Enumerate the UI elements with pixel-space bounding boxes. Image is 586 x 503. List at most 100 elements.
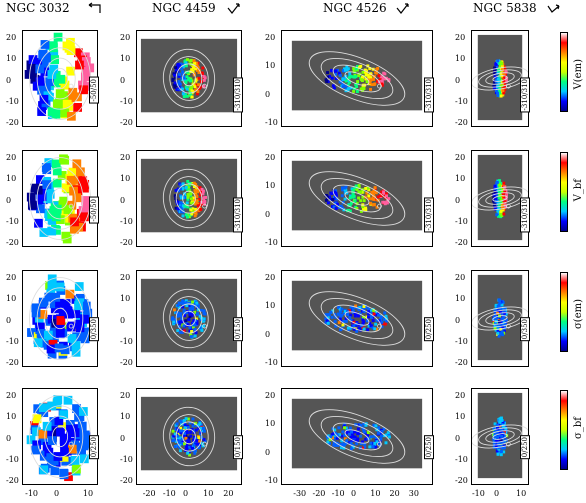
spaxel [382, 318, 386, 321]
spaxel [172, 320, 176, 324]
spaxel [501, 300, 505, 304]
spaxel [340, 434, 344, 438]
spaxel [72, 193, 82, 203]
column-title-ngc5838: NGC 5838 [473, 1, 537, 15]
spaxel [344, 185, 348, 189]
column-title-ngc4459: NGC 4459 [152, 1, 216, 15]
spaxel [174, 66, 178, 70]
spaxel [355, 90, 359, 94]
spaxel [344, 426, 348, 430]
spaxel [186, 195, 190, 199]
spaxel [382, 200, 386, 204]
spaxel [176, 434, 180, 438]
spaxel [172, 438, 176, 442]
spaxel [492, 430, 496, 434]
spaxel [495, 87, 499, 91]
spaxel [503, 190, 507, 194]
spaxel [498, 179, 501, 183]
colour-bar [560, 32, 568, 112]
y-tick-label: -20 [6, 476, 19, 485]
y-tick-label: 20 [265, 273, 276, 282]
spaxel [173, 81, 177, 85]
spaxel [374, 445, 378, 449]
isophote-contour [51, 425, 69, 448]
spaxel [191, 305, 195, 309]
spaxel [181, 70, 185, 74]
spaxel [357, 308, 361, 312]
spaxel [372, 312, 376, 316]
spaxel [372, 308, 376, 312]
spaxel [189, 335, 193, 339]
spaxel [202, 324, 206, 328]
spaxel [182, 95, 186, 99]
y-tick-label: -20 [6, 118, 19, 127]
spaxel [176, 311, 180, 315]
spaxel [494, 89, 498, 93]
spaxel [81, 441, 91, 451]
map-panel [136, 270, 242, 367]
spaxel [495, 80, 499, 84]
spaxel [354, 325, 358, 329]
spaxel [500, 189, 504, 193]
spaxel [196, 305, 200, 308]
spaxel [354, 67, 358, 71]
spaxel [499, 181, 503, 185]
spaxel [31, 303, 41, 313]
y-tick-label: -10 [120, 216, 133, 226]
spaxel [192, 185, 196, 189]
spaxel [45, 189, 55, 199]
spaxel [366, 431, 370, 434]
spaxel [494, 62, 498, 66]
colour-bar-label: σ(em) [573, 299, 584, 330]
spaxel [198, 186, 202, 190]
spaxel [178, 205, 182, 209]
spaxel [494, 313, 497, 317]
y-tick-label: 0 [6, 433, 12, 443]
isophote-contour [472, 424, 528, 449]
spaxel [349, 435, 353, 439]
colour-range-label: 0/350 [520, 316, 530, 341]
spaxel [504, 73, 507, 77]
spaxel [380, 193, 384, 197]
spaxel [178, 82, 182, 86]
spaxel [32, 414, 42, 424]
colour-bar-label: V_bf [573, 179, 584, 202]
spaxel [349, 201, 353, 205]
spaxel [374, 310, 378, 314]
spaxel [492, 427, 496, 431]
spaxel [185, 215, 189, 219]
spaxel [379, 437, 383, 441]
spaxel [80, 183, 89, 193]
spaxel [83, 308, 93, 318]
spaxel [35, 64, 45, 74]
spaxel [47, 210, 57, 219]
spaxel [337, 313, 341, 317]
spaxel [346, 209, 349, 213]
spaxel [497, 214, 500, 218]
y-tick-label: -10 [120, 96, 133, 106]
x-tick-label: -10 [25, 489, 38, 498]
spaxel [361, 318, 365, 322]
spaxel [49, 417, 59, 426]
spaxel [499, 188, 503, 192]
spaxel [384, 314, 388, 318]
spaxel [60, 155, 70, 165]
spaxel [505, 434, 509, 437]
spaxel [375, 440, 379, 444]
spaxel [202, 309, 206, 313]
x-tick-label: -10 [162, 489, 176, 498]
spaxel [49, 64, 59, 74]
spaxel [197, 83, 201, 87]
spaxel [493, 323, 497, 327]
spaxel [202, 429, 206, 433]
spaxel [327, 313, 331, 317]
isophote-contour [506, 323, 511, 329]
spaxel [47, 70, 57, 79]
spaxel [189, 333, 193, 337]
spaxel [500, 81, 504, 85]
spaxel [174, 428, 178, 432]
spaxel [196, 90, 200, 94]
spaxel [334, 194, 338, 198]
spaxel [364, 77, 368, 81]
spaxel [183, 434, 186, 438]
